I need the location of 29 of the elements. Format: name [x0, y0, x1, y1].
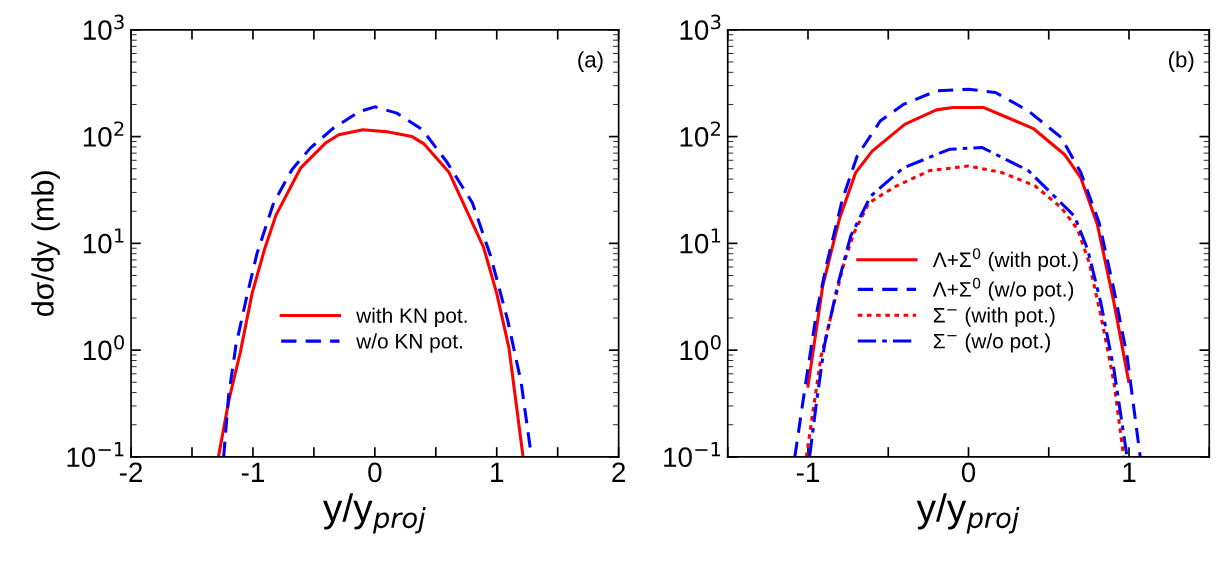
y-axis-title: dσ/dy (mb): [31, 171, 60, 317]
line-series: [793, 87, 1142, 457]
x-axis-title: y/y$_{proj}$: [916, 493, 1020, 534]
y-tick-label: 10$^{−1}$: [664, 441, 721, 468]
y-tick-label: 10$^{0}$: [83, 334, 124, 361]
x-tick-label: 1: [1123, 462, 1136, 482]
y-tick-label: 10$^{2}$: [680, 121, 721, 147]
x-tick-label: 0: [368, 462, 382, 483]
y-tick-label: 10$^{1}$: [83, 228, 124, 254]
legend-label: w/o KN pot.: [356, 333, 462, 353]
line-series: [806, 106, 1131, 388]
x-tick-label: -1: [241, 462, 264, 482]
y-tick-label: 10$^{0}$: [680, 334, 721, 361]
legend-label: Λ+Σ$^{0}$ (with pot.): [932, 248, 1078, 272]
legend-label: Σ$^{−}$ (with pot.): [933, 307, 1055, 327]
y-tick-label: 10$^{1}$: [680, 228, 721, 254]
x-tick-label: 0: [961, 462, 976, 483]
annotation: (b): [1169, 51, 1194, 72]
y-tick-label: 10$^{2}$: [83, 121, 124, 147]
x-tick-label: 2: [612, 462, 625, 482]
legend-label: with KN pot.: [356, 307, 467, 328]
x-axis-title: y/y$_{proj}$: [323, 493, 426, 534]
x-tick-label: -1: [796, 462, 819, 482]
y-tick-label: 10$^{3}$: [680, 14, 721, 40]
y-tick-label: 10$^{3}$: [83, 14, 124, 40]
x-tick-label: 1: [491, 462, 504, 482]
annotation: (a): [578, 51, 603, 72]
legend-label: Σ$^{−}$ (w/o pot.): [933, 333, 1050, 353]
legend-label: Λ+Σ$^{0}$ (w/o pot.): [932, 277, 1074, 301]
